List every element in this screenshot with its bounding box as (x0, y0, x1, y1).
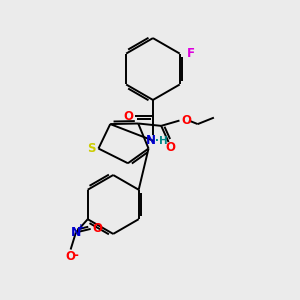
Text: +: + (77, 223, 85, 232)
Text: N: N (146, 134, 156, 147)
Text: O: O (123, 110, 133, 123)
Text: O: O (66, 250, 76, 262)
Text: S: S (87, 142, 95, 155)
Text: O: O (165, 141, 175, 154)
Text: O: O (92, 222, 102, 236)
Text: ·H: ·H (155, 136, 168, 146)
Text: O: O (181, 114, 191, 127)
Text: F: F (187, 47, 195, 60)
Text: -: - (74, 250, 78, 262)
Text: N: N (71, 226, 81, 239)
